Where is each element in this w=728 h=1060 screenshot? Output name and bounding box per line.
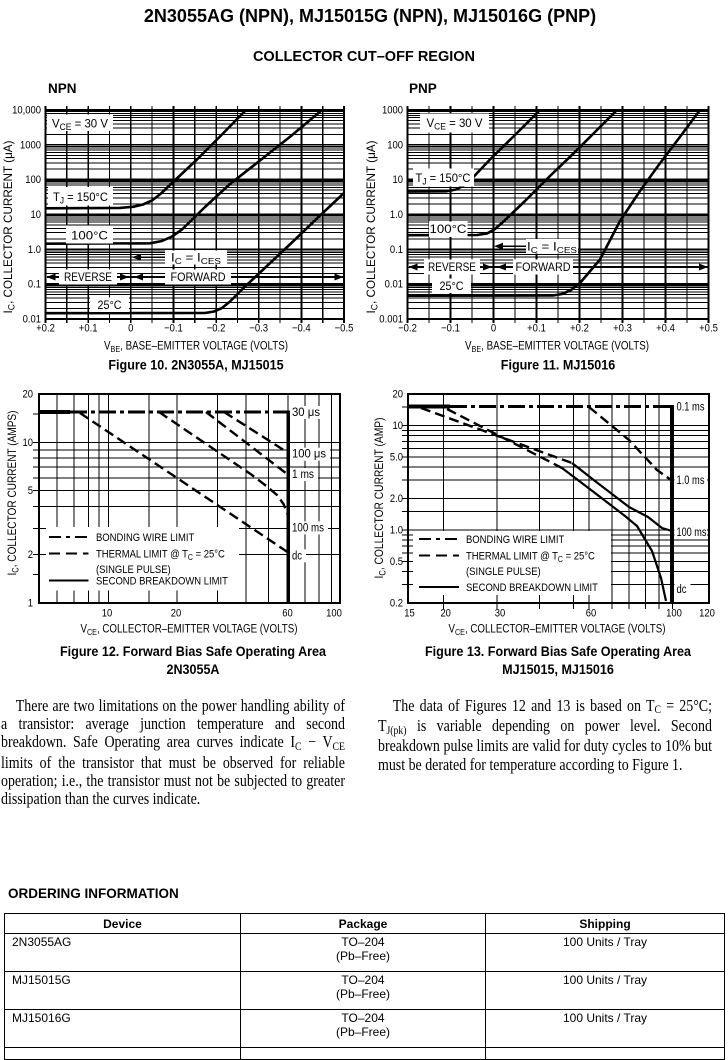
svg-text:0.1: 0.1 [28,279,41,291]
svg-text:5.0: 5.0 [390,451,403,463]
svg-text:0.01: 0.01 [23,314,41,326]
svg-text:SECOND BREAKDOWN LIMIT: SECOND BREAKDOWN LIMIT [96,576,228,588]
svg-text:+0.1: +0.1 [527,323,546,335]
svg-text:100 ms: 100 ms [677,527,707,539]
svg-text:0.1: 0.1 [390,244,403,256]
svg-text:TJ = 150°C: TJ = 150°C [53,190,108,206]
svg-text:1: 1 [28,598,33,610]
svg-text:+0.3: +0.3 [613,323,632,335]
svg-text:−0.3: −0.3 [249,323,268,335]
svg-text:+0.4: +0.4 [656,323,675,335]
svg-text:20: 20 [171,608,182,620]
svg-text:25°C: 25°C [440,279,464,293]
svg-text:−0.4: −0.4 [292,323,311,335]
svg-text:30 μs: 30 μs [292,407,320,419]
svg-text:−0.2: −0.2 [398,323,417,335]
svg-text:10: 10 [31,209,42,221]
svg-text:+0.2: +0.2 [570,323,589,335]
svg-text:−0.1: −0.1 [164,323,183,335]
svg-text:0.1 ms: 0.1 ms [677,402,705,414]
svg-text:VCE, COLLECTOR–EMITTER VOLTAGE: VCE, COLLECTOR–EMITTER VOLTAGE (VOLTS) [449,624,666,638]
svg-text:−0.1: −0.1 [441,323,460,335]
svg-text:MJ15015, MJ15016: MJ15015, MJ15016 [502,662,614,677]
svg-text:VBE, BASE–EMITTER VOLTAGE (VOL: VBE, BASE–EMITTER VOLTAGE (VOLTS) [104,341,288,355]
svg-text:IC, COLLECTOR CURRENT (AMP): IC, COLLECTOR CURRENT (AMP) [372,418,388,579]
svg-text:THERMAL LIMIT @ TC = 25°C: THERMAL LIMIT @ TC = 25°C [466,551,595,565]
svg-text:20: 20 [440,608,451,620]
svg-text:0.2: 0.2 [390,598,403,610]
svg-text:VBE, BASE–EMITTER VOLTAGE (VOL: VBE, BASE–EMITTER VOLTAGE (VOLTS) [465,341,649,355]
svg-text:60: 60 [586,608,597,620]
svg-text:0.001: 0.001 [379,314,403,326]
svg-text:100°C: 100°C [430,222,467,236]
svg-text:30: 30 [495,608,506,620]
svg-text:1.0: 1.0 [28,244,41,256]
svg-text:15: 15 [404,608,415,620]
svg-text:TJ = 150°C: TJ = 150°C [416,171,471,187]
svg-text:Figure 13. Forward Bias Safe O: Figure 13. Forward Bias Safe Operating A… [425,644,691,659]
svg-text:100: 100 [387,139,403,151]
svg-text:60: 60 [282,608,293,620]
svg-text:(SINGLE PULSE): (SINGLE PULSE) [466,566,541,578]
svg-text:IC, COLLECTOR CURRENT (AMPS): IC, COLLECTOR CURRENT (AMPS) [5,411,21,576]
svg-text:BONDING WIRE LIMIT: BONDING WIRE LIMIT [96,532,195,544]
svg-text:10: 10 [23,437,34,449]
svg-text:20: 20 [23,389,34,401]
svg-text:10: 10 [393,420,404,432]
svg-text:0.5: 0.5 [390,556,403,568]
svg-text:120: 120 [699,608,715,620]
svg-text:Figure 12. Forward Bias Safe O: Figure 12. Forward Bias Safe Operating A… [60,644,326,659]
svg-text:Figure 10. 2N3055A, MJ15015: Figure 10. 2N3055A, MJ15015 [108,358,284,373]
svg-text:10: 10 [102,608,113,620]
svg-text:0.01: 0.01 [385,279,403,291]
svg-text:FORWARD: FORWARD [516,262,571,274]
svg-text:(SINGLE PULSE): (SINGLE PULSE) [96,564,171,576]
svg-text:100 μs: 100 μs [292,449,326,461]
svg-text:BONDING WIRE LIMIT: BONDING WIRE LIMIT [466,534,565,546]
svg-text:+0.1: +0.1 [79,323,98,335]
svg-text:0: 0 [491,323,496,335]
svg-text:Figure 11. MJ15016: Figure 11. MJ15016 [501,358,616,373]
svg-text:1000: 1000 [382,105,403,117]
svg-text:dc: dc [677,584,687,596]
svg-text:10: 10 [393,174,404,186]
svg-text:10,000: 10,000 [12,105,41,117]
svg-text:1.0: 1.0 [390,209,403,221]
svg-text:FORWARD: FORWARD [171,272,226,284]
svg-text:IC, COLLECTOR CURRENT (μA): IC, COLLECTOR CURRENT (μA) [1,140,17,313]
svg-text:REVERSE: REVERSE [64,272,112,284]
svg-text:2: 2 [28,549,33,561]
svg-text:20: 20 [393,389,404,401]
svg-text:SECOND BREAKDOWN LIMIT: SECOND BREAKDOWN LIMIT [466,582,598,594]
svg-text:100 ms: 100 ms [292,522,324,534]
svg-text:1.0: 1.0 [390,525,403,537]
svg-text:−0.2: −0.2 [207,323,226,335]
svg-text:2.0: 2.0 [390,493,403,505]
svg-text:100: 100 [326,608,342,620]
svg-text:REVERSE: REVERSE [428,262,476,274]
svg-text:2N3055A: 2N3055A [167,662,220,677]
svg-text:100: 100 [25,174,41,186]
svg-text:1.0 ms: 1.0 ms [677,475,705,487]
svg-text:100°C: 100°C [71,229,108,243]
svg-text:+0.2: +0.2 [36,323,55,335]
svg-text:IC, COLLECTOR CURRENT (μA): IC, COLLECTOR CURRENT (μA) [364,140,380,313]
svg-text:5: 5 [28,485,33,497]
svg-text:1 ms: 1 ms [292,469,314,481]
svg-text:THERMAL LIMIT @ TC = 25°C: THERMAL LIMIT @ TC = 25°C [96,549,225,563]
svg-text:−0.5: −0.5 [335,323,354,335]
svg-text:1000: 1000 [20,139,41,151]
svg-text:0: 0 [128,323,133,335]
svg-text:VCE, COLLECTOR–EMITTER VOLTAGE: VCE, COLLECTOR–EMITTER VOLTAGE (VOLTS) [81,624,298,638]
svg-text:+0.5: +0.5 [699,323,718,335]
svg-text:dc: dc [292,550,302,562]
svg-text:100: 100 [666,608,682,620]
svg-text:25°C: 25°C [98,298,122,312]
